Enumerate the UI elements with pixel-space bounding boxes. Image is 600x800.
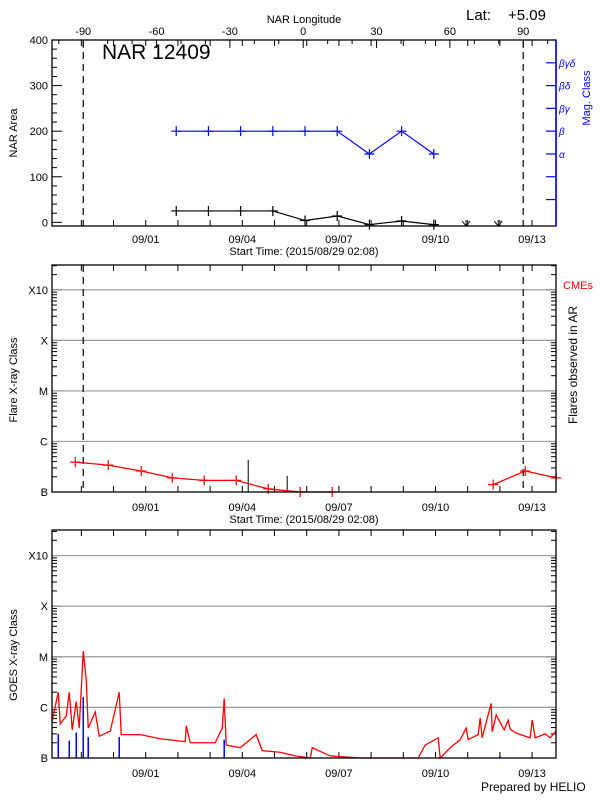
mag-class-label: β [558,127,565,138]
area-point [332,210,343,221]
y-axis-label-flare: Flare X-ray Class [8,337,20,422]
flare-point [136,466,147,477]
x-tick-label: 09/13 [518,234,546,246]
x-axis-label-1: Start Time: (2015/08/29 02:08) [229,246,378,258]
plot-frame [51,529,557,759]
x-tick-label: 09/04 [229,234,257,246]
mag-class-label: βγ [558,104,571,115]
area-point [171,205,182,216]
missing-area-arrow [461,220,471,227]
x-tick-label: 09/04 [229,502,257,514]
area-point [300,215,311,226]
y-tick-label: M [39,386,48,398]
y-tick-label: X [41,601,49,613]
plot-frame [51,264,557,493]
x-tick-label: 09/07 [325,502,353,514]
plot-frame [51,39,557,227]
lat-value: +5.09 [508,7,546,24]
x-tick-label: 09/04 [229,768,257,780]
mag-class-point [267,126,278,137]
missing-area-arrow [493,220,503,227]
area-point [396,215,407,226]
longitude-tick-label: 60 [444,26,456,38]
flare-point [520,466,531,477]
flare-class-panel: B C M X X10 09/01 09/04 09/07 09/10 09/13 [28,264,562,514]
longitude-tick-label: -60 [149,26,165,38]
y-axis-label-goes: GOES X-ray Class [8,609,20,701]
y-tick-label: B [41,753,48,765]
x-tick-label: 09/07 [325,768,353,780]
legend-cmes: CMEs [563,280,593,292]
mag-class-point [396,126,407,137]
longitude-tick-label: -30 [222,26,238,38]
mag-class-point [332,126,343,137]
mag-class-point [203,126,214,137]
mag-class-label: α [559,150,565,161]
longitude-tick-label: 30 [370,26,382,38]
y-tick-label: 100 [30,172,48,184]
area-point [203,205,214,216]
flare-point [231,475,242,486]
y-tick-label: C [40,702,48,714]
longitude-tick-label: 90 [517,26,529,38]
goes-flux-line [51,650,557,760]
y-tick-label: B [41,487,48,499]
y-tick-label: X10 [28,285,48,297]
flare-point [70,457,81,468]
footer-credit: Prepared by HELIO [481,780,586,794]
y2-axis-label-flares-ar: Flares observed in AR [566,306,580,424]
mag-class-label: βγδ [558,59,576,70]
flare-point [103,460,114,471]
y-tick-label: 200 [30,126,48,138]
nar-area-panel: 0 100 200 300 400 α β βγ βδ βγδ -90 -60 -30 0 30 60 90 09… [30,26,576,246]
flare-point [488,479,499,490]
y-tick-label: 0 [42,217,48,229]
x-tick-label: 09/10 [422,502,450,514]
x-tick-label: 09/13 [518,768,546,780]
y-tick-label: C [40,436,48,448]
x-tick-label: 09/10 [422,768,450,780]
mag-class-point [364,148,375,159]
x-tick-label: 09/10 [422,234,450,246]
area-point [267,205,278,216]
area-point [364,219,375,230]
top-axis-label: NAR Longitude [267,14,342,26]
y2-axis-label-mag-class: Mag. Class [581,70,593,126]
mag-class-point [300,126,311,137]
y-tick-label: 300 [30,81,48,93]
x-tick-label: 09/01 [132,768,160,780]
chart-title: NAR 12409 [102,41,211,64]
y-tick-label: 400 [30,35,48,47]
mag-class-label: βδ [558,82,571,93]
mag-class-point [428,148,439,159]
y-tick-label: X10 [28,551,48,563]
area-point [235,205,246,216]
x-tick-label: 09/07 [325,234,353,246]
longitude-tick-label: 0 [300,26,306,38]
y-tick-label: M [39,652,48,664]
area-point [428,219,439,230]
goes-panel: B C M X X10 09/01 09/04 09/07 09/10 09/13 [28,529,557,780]
flare-point [167,472,178,483]
x-axis-label-2: Start Time: (2015/08/29 02:08) [229,514,378,526]
lat-label: Lat: [466,7,491,24]
y-axis-label-area: NAR Area [8,108,20,158]
mag-class-point [171,126,182,137]
y-tick-label: X [41,335,49,347]
mag-class-point [235,126,246,137]
x-tick-label: 09/13 [518,502,546,514]
longitude-tick-label: -90 [75,26,91,38]
flare-point [199,475,210,486]
x-tick-label: 09/01 [132,234,160,246]
x-tick-label: 09/01 [132,502,160,514]
